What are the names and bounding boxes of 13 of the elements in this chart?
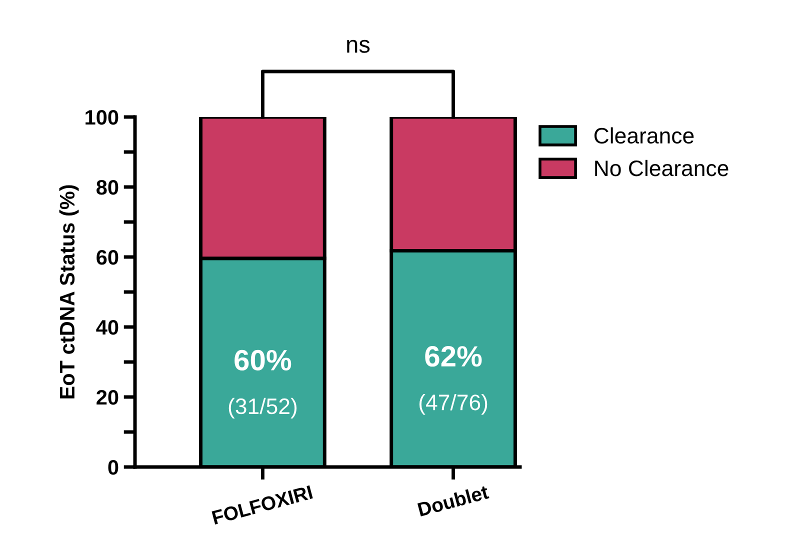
- y-tick-label: 0: [108, 460, 118, 475]
- y-tick-label: 40: [96, 320, 118, 335]
- data-label: 60% (31/52): [228, 350, 297, 419]
- y-tick-label: 20: [96, 390, 118, 405]
- y-tick-label: 80: [96, 180, 118, 195]
- data-label: 62% (47/76): [419, 346, 488, 415]
- y-tick-label: 100: [86, 110, 118, 125]
- x-tick-label: Doublet: [417, 484, 490, 517]
- text: ns: [347, 40, 370, 53]
- legend-label: No Clearance: [595, 160, 728, 176]
- legend-label: Clearance: [594, 127, 694, 144]
- y-tick-label: 60: [96, 250, 118, 265]
- y-axis-title: EoT ctDNA Status (%): [59, 185, 79, 398]
